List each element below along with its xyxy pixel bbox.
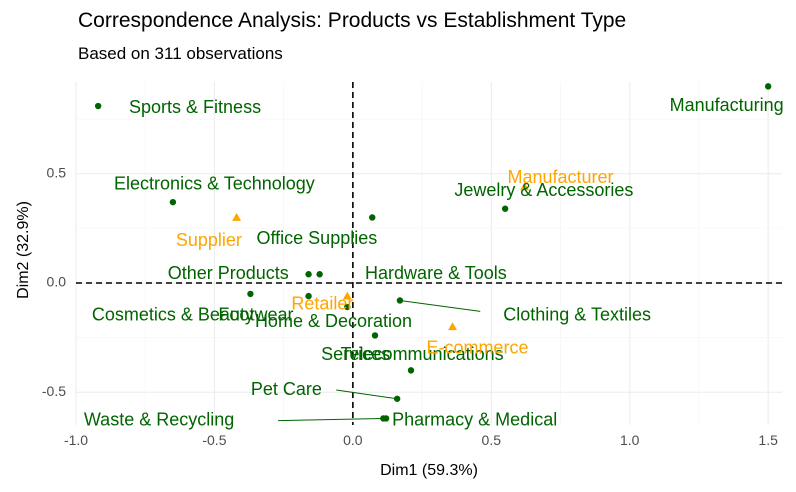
column-point-label: Retailer [291,294,353,314]
row-point-marker [344,303,351,311]
reference-lines [76,82,782,425]
column-point-marker [232,212,242,221]
chart-title: Correspondence Analysis: Products vs Est… [78,9,627,32]
y-tick-label: -0.5 [42,383,66,399]
row-point-label: Sports & Fitness [129,97,261,117]
row-point-label: Manufacturing [670,95,784,115]
ticks-layer: -1.0 -0.5 0.0 0.5 1.0 1.5 -0.5 0.0 0.5 [42,164,778,448]
points-layer [94,83,772,422]
row-point-marker [369,214,376,221]
row-point-label: Telecommunications [341,344,504,364]
row-point-label: Other Products [168,263,289,283]
row-point-label: Footwear [218,305,293,325]
y-axis-title: Dim2 (32.9%) [15,201,32,299]
x-tick-label: -0.5 [202,432,226,448]
row-point-marker [169,198,177,206]
row-point-label: Jewelry & Accessories [454,180,633,200]
row-point-label: Waste & Recycling [84,409,234,429]
column-point-marker [448,322,458,331]
column-point-marker [520,182,530,191]
x-tick-label: -1.0 [64,432,88,448]
x-tick-label: 1.0 [620,432,640,448]
row-point-label: Pharmacy & Medical [392,409,557,429]
row-point-marker [305,271,312,278]
x-axis-title: Dim1 (59.3%) [380,462,478,479]
row-point-label: Pet Care [251,379,322,399]
x-tick-label: 1.5 [758,432,778,448]
row-point-label: Electronics & Technology [114,173,315,193]
column-point-label: E-commerce [426,337,528,357]
row-point-marker [382,415,390,422]
leader-line [278,417,384,422]
row-point-marker [501,205,509,212]
grid-layer [75,82,782,425]
labels-layer: Sports & Fitness Electronics & Technology… [84,95,784,430]
column-point-label: Supplier [176,230,242,250]
row-point-marker [764,83,772,90]
row-point-label: Office Supplies [256,228,377,248]
row-point-marker [316,271,323,278]
column-point-label: Manufacturer [507,167,613,187]
chart-subtitle: Based on 311 observations [78,44,283,63]
row-point-marker [305,292,312,300]
row-point-marker [396,297,404,304]
leader-lines [278,299,481,422]
y-tick-label: 0.5 [47,164,67,180]
row-point-marker [371,332,379,339]
row-point-label: Cosmetics & Beauty [92,305,254,325]
x-tick-label: 0.5 [482,432,502,448]
row-point-marker [94,102,102,110]
y-tick-label: 0.0 [47,274,67,290]
row-point-label: Services [321,344,390,364]
row-point-label: Home & Decoration [255,311,412,331]
row-point-marker [407,367,415,374]
leader-line [336,389,398,400]
row-point-marker [247,290,254,298]
leader-line [399,299,481,312]
row-point-label: Clothing & Textiles [503,305,651,325]
row-point-label: Hardware & Tools [365,263,507,283]
column-point-marker [342,291,352,300]
x-tick-label: 0.0 [343,432,363,448]
row-point-marker [393,395,401,402]
